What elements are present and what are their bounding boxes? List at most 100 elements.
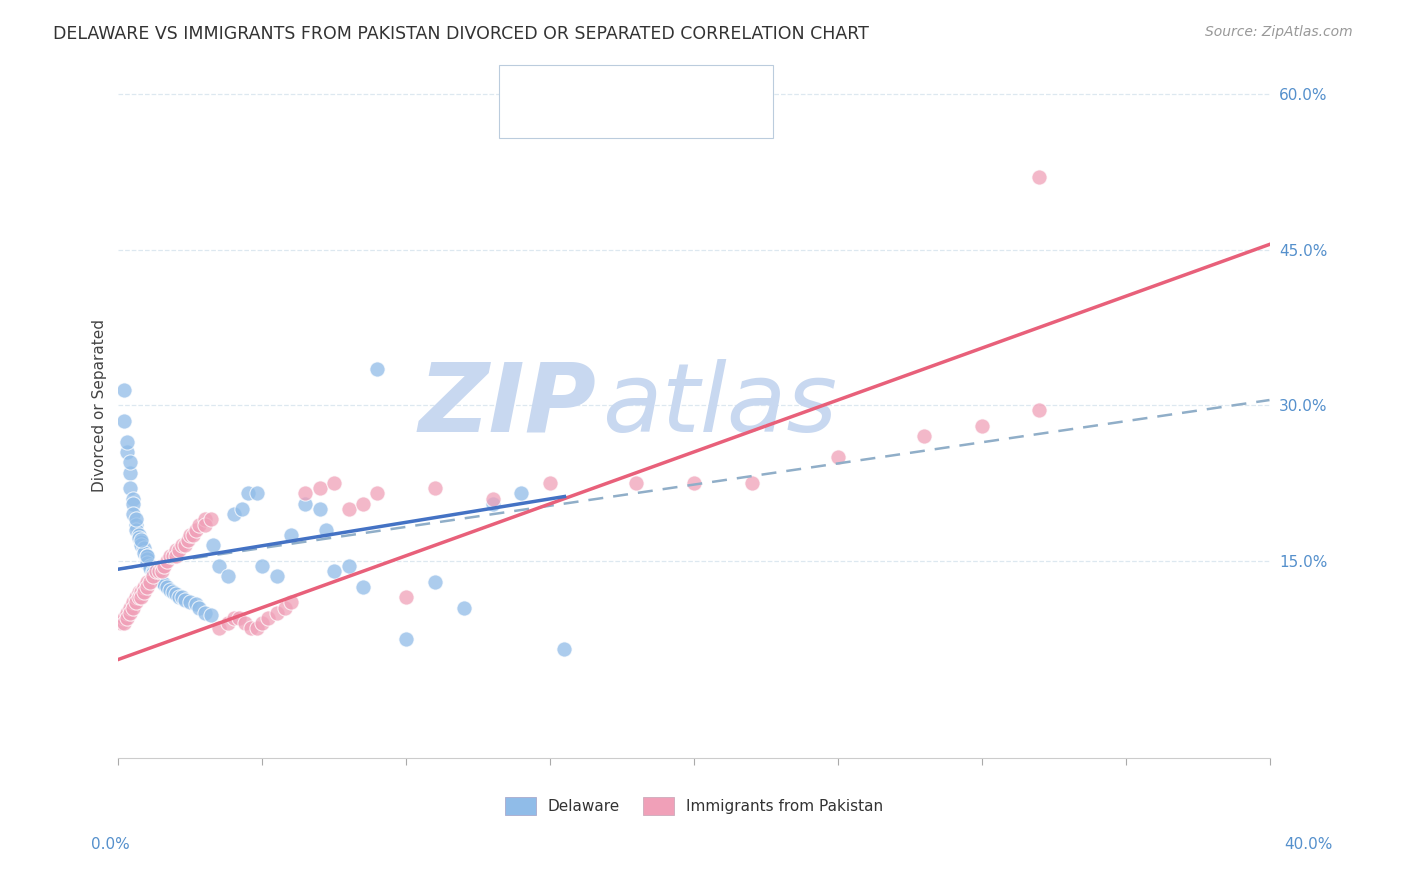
- Point: [266, 569, 288, 583]
- Point: [136, 580, 159, 594]
- Point: [233, 616, 256, 631]
- Point: [165, 543, 187, 558]
- Point: [118, 606, 141, 620]
- Text: ZIP: ZIP: [418, 359, 596, 451]
- Point: [186, 598, 208, 612]
- Point: [200, 512, 222, 526]
- Point: [200, 607, 222, 622]
- Point: [266, 606, 288, 620]
- Point: [252, 616, 274, 631]
- Point: [395, 632, 418, 646]
- Point: [188, 600, 211, 615]
- Point: [128, 590, 150, 604]
- Point: [626, 476, 648, 491]
- Point: [222, 611, 245, 625]
- Point: [153, 559, 176, 574]
- Point: [453, 600, 475, 615]
- Point: [208, 621, 231, 635]
- Point: [395, 590, 418, 604]
- Legend: Delaware, Immigrants from Pakistan: Delaware, Immigrants from Pakistan: [499, 791, 889, 821]
- Text: R =  0.193   N = 66: R = 0.193 N = 66: [548, 80, 710, 98]
- Point: [121, 600, 143, 615]
- Point: [236, 486, 259, 500]
- Point: [156, 580, 179, 594]
- Point: [827, 450, 849, 464]
- Point: [423, 574, 446, 589]
- Point: [481, 491, 503, 506]
- Point: [139, 561, 162, 575]
- Point: [128, 531, 150, 545]
- Point: [145, 564, 167, 578]
- Point: [162, 585, 184, 599]
- Text: 0.0%: 0.0%: [91, 838, 131, 852]
- Point: [110, 616, 132, 631]
- Y-axis label: Divorced or Separated: Divorced or Separated: [93, 318, 107, 491]
- Point: [294, 486, 316, 500]
- Point: [315, 523, 337, 537]
- Point: [156, 554, 179, 568]
- Point: [228, 611, 250, 625]
- Point: [142, 569, 165, 583]
- Point: [134, 545, 156, 559]
- Point: [136, 574, 159, 589]
- Point: [239, 621, 262, 635]
- Point: [179, 528, 201, 542]
- Text: atlas: atlas: [602, 359, 837, 451]
- Point: [186, 523, 208, 537]
- Point: [136, 556, 159, 570]
- Point: [309, 481, 332, 495]
- Point: [366, 362, 388, 376]
- Point: [165, 549, 187, 563]
- Point: [145, 569, 167, 583]
- Point: [125, 590, 148, 604]
- Point: [423, 481, 446, 495]
- Point: [148, 564, 170, 578]
- Point: [970, 419, 993, 434]
- Point: [231, 502, 253, 516]
- Point: [222, 507, 245, 521]
- Point: [352, 580, 374, 594]
- Point: [148, 573, 170, 587]
- Point: [118, 455, 141, 469]
- Point: [202, 538, 225, 552]
- Point: [188, 517, 211, 532]
- Point: [1028, 403, 1050, 417]
- Point: [121, 497, 143, 511]
- Point: [142, 566, 165, 581]
- Point: [136, 551, 159, 566]
- Point: [125, 512, 148, 526]
- Point: [538, 476, 561, 491]
- Point: [131, 535, 153, 549]
- Text: DELAWARE VS IMMIGRANTS FROM PAKISTAN DIVORCED OR SEPARATED CORRELATION CHART: DELAWARE VS IMMIGRANTS FROM PAKISTAN DIV…: [53, 25, 869, 43]
- Point: [159, 549, 181, 563]
- Point: [139, 559, 162, 574]
- Text: Source: ZipAtlas.com: Source: ZipAtlas.com: [1205, 25, 1353, 39]
- Point: [167, 590, 190, 604]
- Point: [121, 595, 143, 609]
- Point: [136, 549, 159, 563]
- Point: [510, 486, 533, 500]
- Point: [194, 517, 217, 532]
- Point: [118, 600, 141, 615]
- Point: [125, 595, 148, 609]
- Point: [217, 616, 239, 631]
- Point: [323, 476, 346, 491]
- Point: [245, 621, 267, 635]
- Point: [181, 528, 204, 542]
- Point: [912, 429, 935, 443]
- Point: [150, 559, 173, 574]
- Point: [131, 585, 153, 599]
- Point: [1028, 169, 1050, 184]
- Point: [309, 502, 332, 516]
- Point: [194, 512, 217, 526]
- Point: [170, 538, 193, 552]
- Point: [173, 538, 195, 552]
- Point: [352, 497, 374, 511]
- Point: [131, 590, 153, 604]
- Point: [337, 502, 360, 516]
- Point: [115, 606, 138, 620]
- Point: [115, 434, 138, 449]
- Point: [683, 476, 706, 491]
- Point: [112, 414, 135, 428]
- Point: [245, 486, 267, 500]
